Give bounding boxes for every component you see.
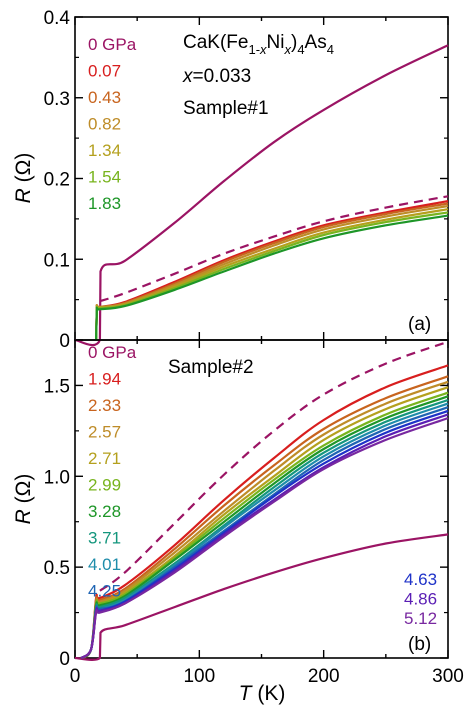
- legend-entry-b-4: 2.71: [88, 449, 121, 468]
- sample-2-label: Sample#2: [168, 357, 254, 378]
- legend-entry-b-9: 4.25: [88, 582, 121, 601]
- legend-entry-a-4: 1.34: [88, 141, 121, 160]
- series-line-b-0: [74, 533, 449, 661]
- panel-a-label: (a): [408, 314, 431, 335]
- series-line-a-2: [95, 200, 449, 341]
- legend-entry-a-6: 1.83: [88, 194, 121, 213]
- ytick-label: 1.5: [44, 376, 70, 397]
- ytick-label: 0.5: [44, 558, 70, 579]
- series-line-b-2: [80, 364, 449, 659]
- x-axis-title: T (K): [239, 682, 286, 705]
- legend-entry-b-10: 4.63: [404, 570, 437, 589]
- panel-a-ticks: 0 0.1 0.2 0.3 0.4: [44, 8, 449, 352]
- series-line-a-4: [95, 204, 449, 341]
- xtick-label: 200: [308, 666, 340, 687]
- xtick-label: 300: [432, 666, 464, 687]
- panel-b-legend: 0 GPa 1.94 2.33 2.57 2.71 2.99 3.28 3.71 4.01 4.2…: [88, 343, 437, 628]
- legend-entry-b-2: 2.33: [88, 396, 121, 415]
- legend-entry-b-7: 3.71: [88, 529, 121, 548]
- series-line-a-7: [95, 214, 449, 341]
- legend-entry-b-5: 2.99: [88, 476, 121, 495]
- ytick-label: 0.2: [44, 170, 70, 191]
- ytick-label: 1.0: [44, 467, 70, 488]
- series-line-a-6: [95, 211, 449, 341]
- legend-entry-b-3: 2.57: [88, 423, 121, 442]
- legend-entry-a-2: 0.43: [88, 88, 121, 107]
- legend-entry-b-11: 4.86: [404, 590, 437, 609]
- legend-entry-b-6: 3.28: [88, 502, 121, 521]
- legend-entry-a-5: 1.54: [88, 168, 121, 187]
- series-line-b-7: [80, 395, 449, 659]
- ytick-label: 0.4: [44, 8, 71, 29]
- panel-b: 0 0.5 1.0 1.5 0 100 200 300 0 GPa 1.94 2.33 2.57 2.…: [12, 339, 464, 705]
- panel-b-label: (b): [408, 634, 431, 655]
- compound-formula: CaK(Fe1-xNix)4As4: [183, 32, 334, 57]
- panel-a-curves: [74, 44, 449, 347]
- legend-entry-b-8: 4.01: [88, 555, 121, 574]
- ytick-label: 0: [59, 649, 70, 670]
- legend-entry-a-3: 0.82: [88, 115, 121, 134]
- xtick-label: 0: [70, 666, 81, 687]
- panel-b-ticks: 0 0.5 1.0 1.5 0 100 200 300: [44, 340, 464, 687]
- series-line-b-5: [80, 386, 449, 659]
- series-line-b-1: [99, 340, 449, 592]
- legend-entry-a-0: 0 GPa: [88, 35, 137, 54]
- panel-b-curves: [74, 340, 449, 661]
- ytick-label: 0: [59, 331, 70, 352]
- ytick-label: 0.3: [44, 89, 70, 110]
- series-line-b-8: [80, 398, 449, 659]
- composition-label: x=0.033: [182, 66, 251, 87]
- panel-b-ylabel: R (Ω): [12, 474, 35, 525]
- panel-a: 0 0.1 0.2 0.3 0.4 0 GPa 0.07 0.43 0.82 1.34 1.54 1…: [12, 8, 449, 352]
- series-line-a-0: [74, 44, 449, 347]
- panel-a-ylabel: R (Ω): [12, 153, 35, 204]
- legend-entry-b-12: 5.12: [404, 609, 437, 628]
- sample-1-label: Sample#1: [183, 98, 269, 119]
- legend-entry-b-0: 0 GPa: [88, 343, 137, 362]
- ytick-label: 0.1: [44, 250, 70, 271]
- series-line-b-9: [80, 402, 449, 659]
- panel-a-legend: 0 GPa 0.07 0.43 0.82 1.34 1.54 1.83: [88, 35, 137, 213]
- legend-entry-b-1: 1.94: [88, 370, 121, 389]
- series-line-a-5: [95, 208, 449, 341]
- legend-entry-a-1: 0.07: [88, 62, 121, 81]
- xtick-label: 100: [183, 666, 215, 687]
- series-line-b-13: [80, 417, 449, 659]
